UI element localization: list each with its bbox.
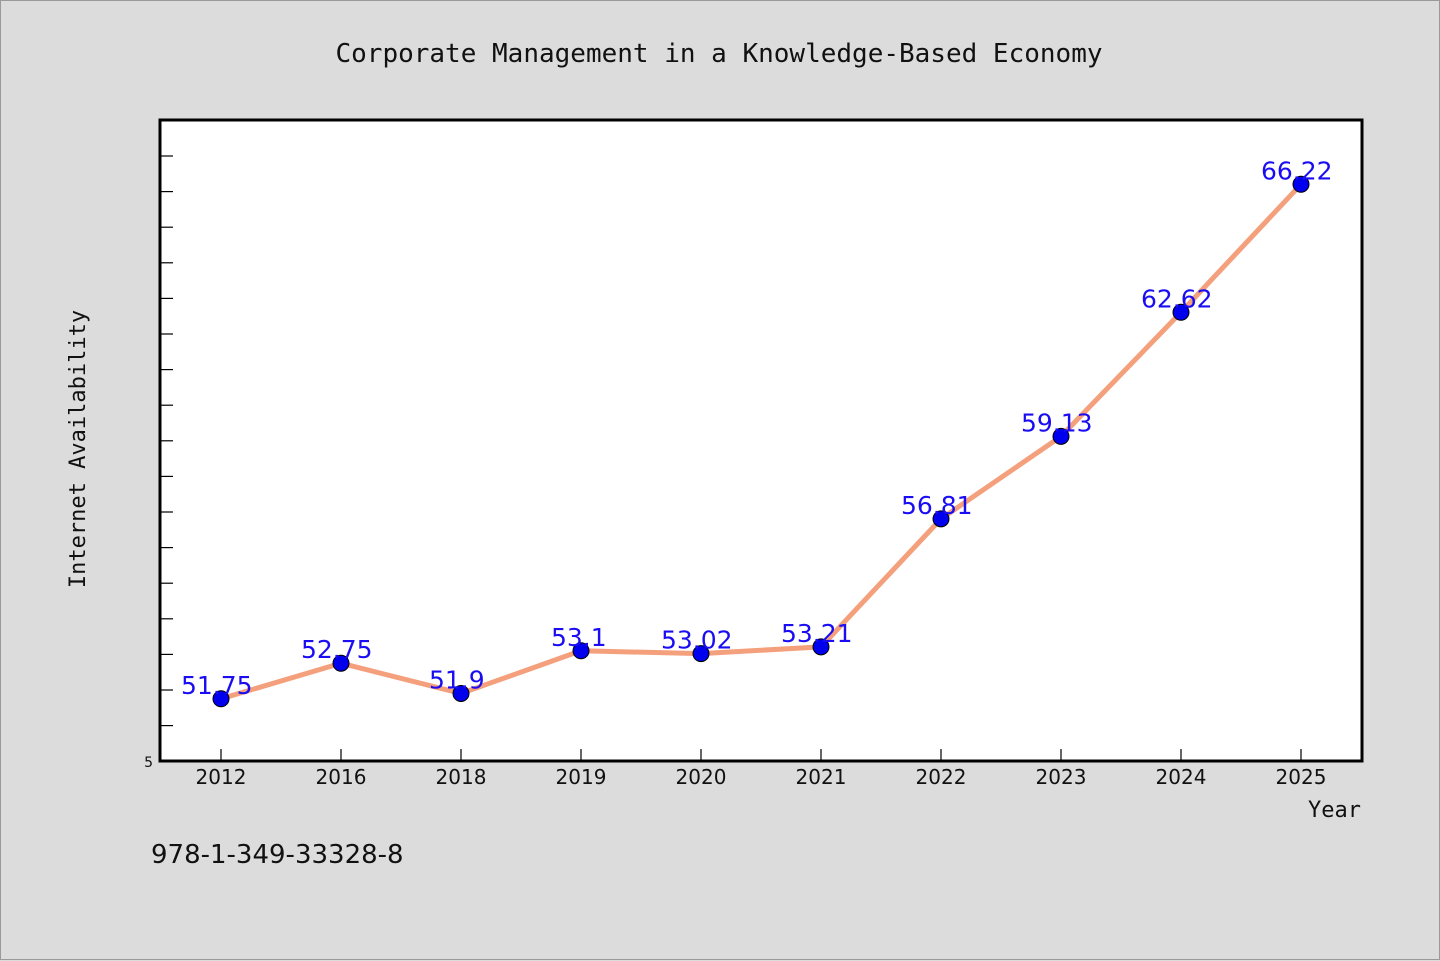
data-point-marker: [332, 654, 350, 672]
x-axis-label: Year: [1308, 798, 1361, 823]
x-tick-label: 2016: [316, 765, 367, 789]
data-point-marker: [572, 642, 590, 660]
data-point-marker: [812, 638, 830, 656]
data-value-label: 51.75: [181, 671, 253, 700]
data-point-marker: [932, 510, 950, 528]
data-value-label: 56.81: [901, 491, 973, 520]
y-axis-ticks: [161, 155, 173, 727]
plot-area: [158, 118, 1364, 763]
x-tick-label: 2012: [196, 765, 247, 789]
data-point-marker: [452, 684, 470, 702]
data-markers: [212, 175, 1310, 708]
x-tick-label: 2020: [676, 765, 727, 789]
data-value-label: 53.1: [551, 623, 607, 652]
data-labels: 51.75 52.75 51.9 53.1 53.02 53.21 56.81 59.13 62…: [181, 156, 1333, 699]
x-tick-label: 2024: [1156, 765, 1207, 789]
data-point-marker: [1292, 175, 1310, 193]
data-point-marker: [212, 690, 230, 708]
data-point-marker: [1052, 427, 1070, 445]
data-value-label: 51.9: [429, 665, 485, 694]
data-point-marker: [1172, 303, 1190, 321]
data-value-label: 53.21: [781, 619, 853, 648]
x-tick-label: 2023: [1036, 765, 1087, 789]
footnote-isbn: 978-1-349-33328-8: [151, 840, 404, 870]
x-tick-label: 2019: [556, 765, 607, 789]
x-tick-label: 2022: [916, 765, 967, 789]
x-tick-label: 2018: [436, 765, 487, 789]
data-value-label: 66.22: [1261, 156, 1333, 185]
y-axis-label: Internet Availability: [66, 310, 91, 588]
data-value-label: 53.02: [661, 626, 733, 655]
data-point-marker: [692, 645, 710, 663]
data-value-label: 62.62: [1141, 284, 1213, 313]
x-tick-label: 2021: [796, 765, 847, 789]
series-line: [218, 181, 1304, 702]
x-tick-label: 2025: [1276, 765, 1327, 789]
x-axis-ticks: 2012 2016 2018 2019 2020 2021 2022 2023 2024 2025: [196, 749, 1327, 789]
y-tick-label: 5: [144, 755, 153, 771]
chart-title: Corporate Management in a Knowledge-Base…: [335, 39, 1102, 69]
data-value-label: 59.13: [1021, 408, 1093, 437]
series-line-group: [218, 181, 1304, 702]
data-value-label: 52.75: [301, 635, 373, 664]
